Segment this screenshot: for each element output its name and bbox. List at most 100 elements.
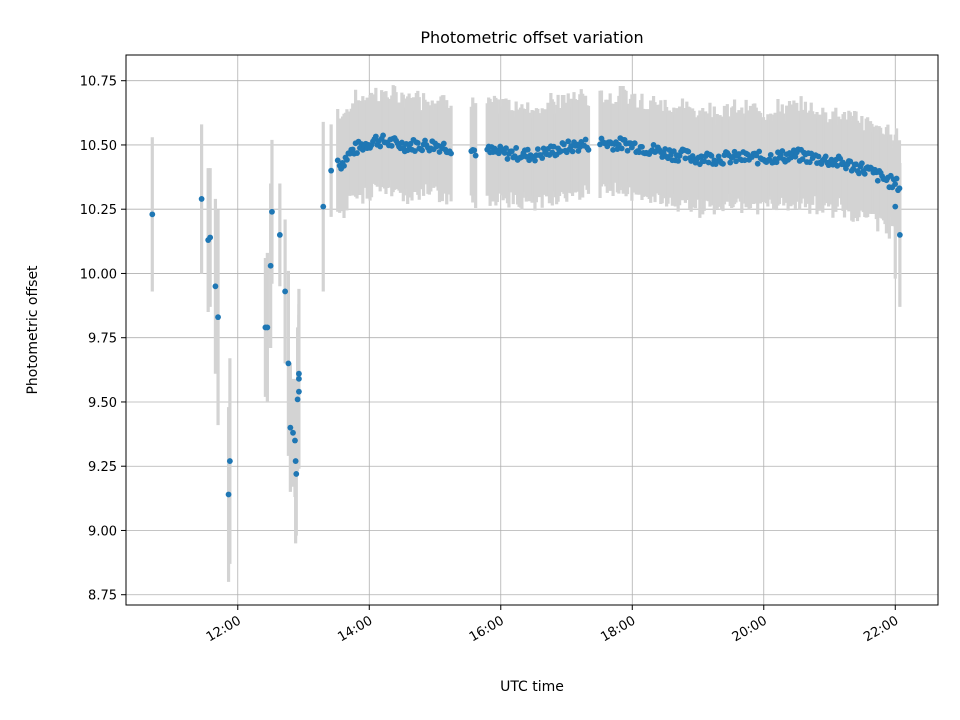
data-point — [610, 146, 616, 153]
data-point — [448, 150, 454, 157]
data-point — [569, 148, 576, 155]
data-point — [856, 170, 862, 177]
data-point — [267, 262, 274, 269]
y-tick-label: 10.75 — [80, 75, 117, 90]
data-point — [198, 196, 205, 202]
data-point — [666, 147, 673, 153]
data-point — [896, 185, 903, 192]
data-point — [624, 147, 631, 154]
data-point — [806, 159, 813, 166]
data-point — [733, 158, 739, 165]
data-point — [404, 147, 411, 154]
data-point — [419, 147, 426, 154]
data-point — [377, 143, 384, 150]
data-point — [513, 145, 520, 151]
data-point — [736, 151, 742, 157]
y-tick-label: 9.00 — [88, 524, 117, 539]
data-point — [847, 158, 854, 165]
data-point — [372, 133, 379, 140]
data-point — [334, 157, 341, 164]
data-point — [296, 375, 302, 382]
y-tick-label: 9.50 — [88, 396, 117, 411]
data-point — [296, 388, 302, 395]
data-point — [767, 151, 774, 158]
data-point — [560, 141, 567, 148]
data-point — [207, 234, 214, 241]
y-axis-ticks: 8.75 9.00 9.25 9.50 9.75 10.00 10.25 10.50 10.75 — [80, 75, 126, 604]
data-point — [741, 157, 748, 164]
data-point — [662, 146, 669, 152]
data-point — [730, 153, 737, 160]
data-point — [539, 155, 546, 161]
data-point — [631, 140, 638, 147]
data-point — [720, 160, 726, 167]
data-point — [294, 396, 301, 403]
data-point — [618, 145, 625, 152]
data-point — [388, 142, 395, 149]
y-tick-label: 10.50 — [80, 139, 117, 154]
data-point — [582, 136, 589, 143]
data-point — [858, 160, 865, 167]
data-point — [534, 146, 541, 153]
data-point — [440, 140, 447, 147]
y-tick-label: 8.75 — [88, 589, 117, 604]
data-point — [558, 148, 564, 155]
data-point — [285, 360, 292, 367]
data-point — [287, 424, 294, 431]
data-point — [756, 148, 763, 155]
data-point — [815, 153, 822, 160]
data-point — [293, 471, 300, 477]
data-point — [896, 232, 903, 238]
y-tick-label: 9.25 — [88, 460, 117, 475]
data-point — [501, 150, 508, 156]
data-point — [354, 150, 360, 156]
data-point — [892, 181, 899, 188]
data-point — [215, 314, 221, 321]
data-point — [344, 156, 350, 163]
data-point — [412, 148, 418, 154]
data-point — [636, 149, 643, 156]
data-point — [670, 148, 677, 155]
y-axis-label: Photometric offset — [25, 265, 41, 395]
data-point — [380, 132, 386, 139]
data-point — [282, 288, 289, 295]
x-axis-label: UTC time — [500, 679, 564, 695]
data-point — [685, 148, 692, 155]
chart-title: Photometric offset variation — [420, 28, 643, 47]
data-markers — [149, 132, 903, 498]
data-point — [149, 211, 156, 218]
data-point — [822, 153, 829, 160]
data-point — [585, 146, 592, 153]
y-tick-label: 9.75 — [88, 332, 117, 347]
data-point — [639, 143, 645, 150]
data-point — [422, 137, 428, 144]
data-point — [754, 160, 761, 167]
data-point — [212, 283, 219, 290]
data-point — [853, 161, 859, 168]
data-point — [550, 143, 557, 150]
data-point — [504, 156, 511, 162]
data-point — [861, 170, 868, 177]
data-point — [524, 146, 531, 153]
data-point — [715, 153, 722, 160]
data-point — [407, 140, 414, 147]
data-point — [471, 147, 478, 154]
data-point — [292, 437, 298, 444]
data-point — [296, 370, 302, 377]
data-point — [414, 139, 421, 146]
data-point — [269, 208, 275, 215]
data-point — [290, 429, 296, 436]
data-point — [727, 159, 734, 166]
data-point — [708, 152, 715, 159]
data-point — [276, 232, 283, 238]
data-point — [532, 157, 538, 164]
data-point — [225, 491, 232, 498]
data-point — [874, 177, 881, 184]
data-point — [226, 458, 233, 464]
data-point — [779, 148, 786, 154]
data-point — [264, 324, 271, 331]
y-tick-label: 10.25 — [80, 203, 117, 218]
plot-frame — [125, 54, 939, 606]
data-point — [503, 145, 509, 152]
data-point — [682, 155, 689, 162]
